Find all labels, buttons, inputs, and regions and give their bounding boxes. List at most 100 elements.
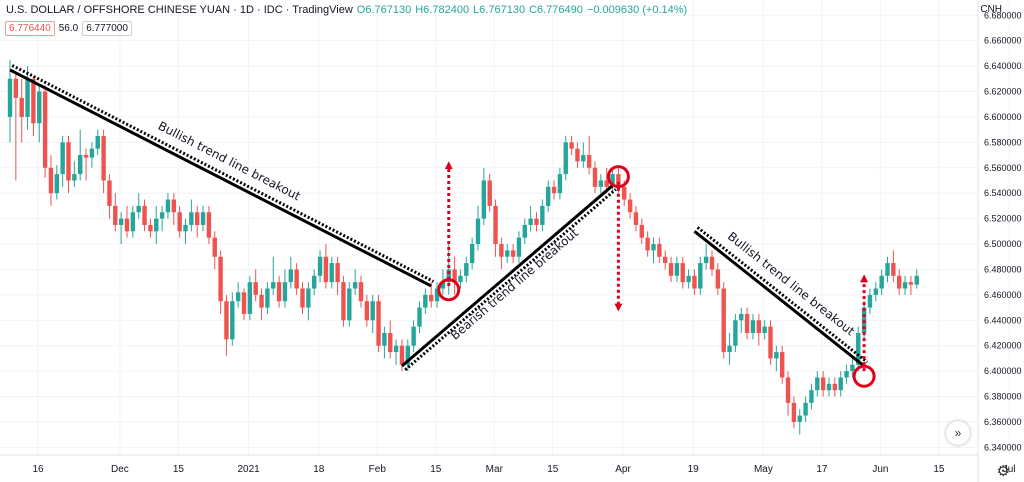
candle-body [118, 218, 124, 225]
candle-body [809, 390, 814, 403]
candle-body [902, 282, 908, 289]
candle-body [247, 282, 253, 314]
candle-body [42, 91, 48, 168]
candle-body [464, 263, 469, 276]
candle-body [908, 282, 914, 285]
candle-body [265, 288, 270, 308]
candle-body [715, 269, 721, 289]
candle-body [165, 199, 171, 213]
trend-line-dotted [11, 64, 435, 283]
price-badges: 6.776440 56.0 6.777000 [5, 21, 132, 36]
gear-icon[interactable]: ⚙ [996, 463, 1010, 480]
candle-body [569, 142, 574, 149]
candle-body [423, 294, 428, 308]
candle-body [218, 256, 223, 302]
candle-body [832, 383, 838, 391]
double-chevron-right-icon[interactable]: » [946, 421, 970, 445]
candle-body [826, 383, 832, 391]
time-tick-label: 18 [313, 464, 325, 475]
time-tick-label: 17 [816, 464, 828, 475]
candle-body [370, 301, 375, 321]
candle-body [768, 326, 773, 359]
ohlc-low: L6.767130 [473, 4, 526, 16]
candle-body [113, 205, 118, 225]
candle-body [838, 377, 843, 391]
candle-body [709, 256, 715, 270]
candle-body [914, 275, 919, 285]
candle-body [897, 275, 902, 289]
symbol-header: U.S. DOLLAR / OFFSHORE CHINESE YUAN · 1D… [6, 4, 687, 16]
candle-body [60, 142, 65, 175]
trend-line-dotted [696, 226, 869, 364]
price-tick-label: 6.420000 [984, 341, 1022, 351]
candle-body [879, 275, 884, 289]
candle-body [382, 332, 387, 346]
time-tick-label: Jul [1003, 464, 1016, 475]
candle-body [107, 180, 112, 206]
candle-body [505, 250, 510, 257]
time-tick-label: Feb [369, 464, 387, 475]
breakout-circle [437, 278, 461, 302]
sell-price-badge[interactable]: 6.776440 [5, 21, 55, 36]
candle-body [844, 371, 849, 378]
candle-body [604, 180, 609, 187]
candle-body [850, 364, 855, 372]
time-tick-label: 15 [933, 464, 945, 475]
ohlc-open: O6.767130 [356, 4, 412, 16]
candle-body [891, 263, 896, 276]
candle-body [31, 78, 36, 124]
candle-body [487, 180, 492, 206]
candle-body [95, 135, 100, 149]
candle-body [598, 180, 604, 187]
candle-body [393, 345, 399, 353]
trend-line [9, 68, 432, 288]
candle-body [780, 352, 785, 378]
candle-body [306, 288, 311, 308]
price-tick-label: 6.620000 [984, 87, 1022, 97]
time-tick-label: May [754, 464, 773, 475]
candle-body [592, 167, 598, 187]
time-tick-label: Apr [615, 464, 631, 475]
candle-body [177, 212, 182, 232]
candle-body [206, 212, 212, 238]
candle-body [557, 174, 563, 194]
price-tick-label: 6.520000 [984, 214, 1022, 224]
breakout-circle [852, 364, 876, 388]
candle-body [300, 288, 305, 308]
candle-body [124, 218, 130, 232]
candle-body [259, 294, 264, 308]
candle-body [803, 402, 808, 416]
price-tick-label: 6.580000 [984, 137, 1022, 147]
price-tick-label: 6.680000 [984, 10, 1022, 20]
candle-body [575, 148, 580, 162]
candle-body [54, 174, 59, 194]
candle-body [335, 263, 340, 283]
candle-body [446, 269, 451, 283]
candle-body [154, 218, 159, 232]
candle-body [516, 237, 522, 257]
trend-line-label: Bearish trend line breakout [448, 225, 581, 342]
candle-body [586, 155, 592, 168]
candle-body [224, 301, 229, 340]
candle-body [411, 326, 416, 346]
candle-body [66, 142, 71, 181]
candle-body [663, 256, 668, 264]
candle-body [627, 199, 633, 213]
ohlc-change: −0.009630 (+0.14%) [586, 4, 688, 16]
candle-body [195, 212, 200, 225]
candle-body [493, 205, 498, 245]
time-tick-label: Jun [872, 464, 888, 475]
candle-body [534, 218, 539, 225]
buy-price-badge[interactable]: 6.777000 [82, 21, 132, 36]
price-tick-label: 6.480000 [984, 264, 1022, 274]
candle-body [294, 269, 299, 289]
price-tick-label: 6.460000 [984, 290, 1022, 300]
candle-body [282, 282, 288, 302]
candle-body [159, 212, 165, 219]
candle-body [510, 250, 516, 257]
spread-value: 56.0 [58, 23, 79, 34]
candle-body [101, 135, 106, 181]
candle-body [791, 402, 797, 422]
candle-body [434, 288, 440, 302]
trend-line-label: Bullish trend line breakout [156, 119, 303, 204]
